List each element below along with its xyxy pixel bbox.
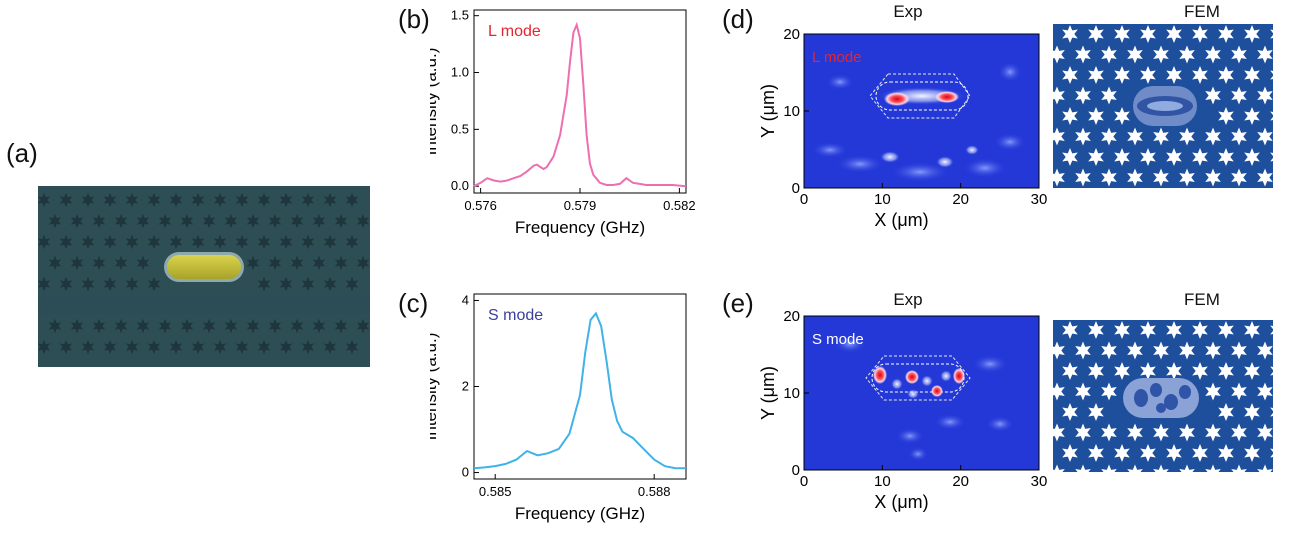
map-e-fem-title: FEM [1184,290,1220,309]
map-y-tick-label: 0 [792,462,800,479]
map-e-axes: 0 10 20 30 0 10 20 X (μm) Y (μm) [758,308,1047,512]
sem-image [38,186,370,367]
spectrum-chart-s-mode: 0.585 0.588 0 2 4 Frequency (GHz) Intensity (a… [430,292,687,523]
x-tick-label: 0.576 [464,198,497,213]
map-e-hotspots [873,366,965,399]
x-tick-label: 0.579 [564,198,597,213]
spectrum-chart-l-mode: 0.576 0.579 0.582 0.0 0.5 1.0 1.5 Frequency (GH… [430,8,696,237]
map-y-tick-label: 20 [783,308,800,325]
map-x-tick-label: 30 [1031,191,1048,208]
fem-map-d-svg [1053,24,1273,188]
panel-label-b: (b) [398,4,430,34]
fem-d-mode-field-core [1147,101,1183,111]
map-y-axis-label: Y (μm) [758,84,778,138]
mode-annotation: S mode [488,307,543,324]
panel-label-c: (c) [398,288,429,318]
map-e-exp-title: Exp [893,290,923,309]
map-y-tick-label: 20 [783,26,800,43]
map-d-cavity-inner-outline [875,81,969,111]
sem-hole-lattice [38,192,370,355]
exp-map-l-mode: L mode 0 10 20 30 0 10 20 X (μm) Y (μm) [758,26,1047,230]
fem-map-l-mode [1053,24,1273,188]
map-y-tick-label: 10 [783,103,800,120]
panel-label-a: (a) [6,138,38,168]
panel-label-e: (e) [722,288,754,318]
y-axis-label: Intensity (a.u.) [430,48,440,156]
x-tick-label: 0.585 [479,484,512,499]
x-tick-label: 0.582 [663,198,696,213]
y-tick-label: 1.0 [451,65,469,80]
map-d-fem-title: FEM [1184,2,1220,21]
map-x-axis-label: X (μm) [874,492,928,512]
map-y-tick-label: 10 [783,385,800,402]
map-e-cavity-outline [865,355,971,401]
cavity-highlight [167,255,241,279]
y-tick-label: 4 [462,292,469,307]
map-x-tick-label: 10 [874,191,891,208]
x-tick-label: 0.588 [638,484,671,499]
x-axis-label: Frequency (GHz) [515,218,645,237]
map-e-mode-label: S mode [812,331,864,348]
map-d-cavity-outline [869,73,971,119]
map-d-exp-title: Exp [893,2,923,21]
y-tick-label: 0.0 [451,178,469,193]
map-x-tick-label: 30 [1031,473,1048,490]
y-tick-label: 0.5 [451,121,469,136]
y-tick-label: 2 [462,379,469,394]
map-d-axes: 0 10 20 30 0 10 20 X (μm) Y (μm) [758,26,1047,230]
map-e-noise-blobs [834,335,1014,461]
y-axis-label: Intensity (a.u.) [430,333,440,441]
fem-e-mode-field [1134,383,1191,413]
panel-label-d: (d) [722,4,754,34]
map-x-tick-label: 10 [874,473,891,490]
exp-map-s-mode: S mode 0 10 20 30 0 10 20 X (μm) Y (μm) [758,308,1047,512]
x-axis-label: Frequency (GHz) [515,504,645,523]
y-tick-label: 1.5 [451,8,469,23]
mode-annotation: L mode [488,23,541,40]
y-tick-label: 0 [462,465,469,480]
sem-waveguide [38,296,370,314]
fem-map-s-mode [1053,320,1273,472]
map-x-axis-label: X (μm) [874,210,928,230]
map-x-tick-label: 20 [952,473,969,490]
spectrum-line [473,21,687,188]
map-x-tick-label: 0 [800,473,808,490]
fem-map-e-svg [1053,320,1273,472]
map-d-mode-label: L mode [812,49,861,66]
map-d-noise-blobs [812,62,1026,182]
map-d-hotspot [884,92,910,106]
map-y-tick-label: 0 [792,180,800,197]
map-x-tick-label: 0 [800,191,808,208]
map-y-axis-label: Y (μm) [758,366,778,420]
map-x-tick-label: 20 [952,191,969,208]
spectrum-line [473,311,686,470]
fem-e-cavity [1123,378,1199,418]
map-d-hotspot [935,91,959,103]
